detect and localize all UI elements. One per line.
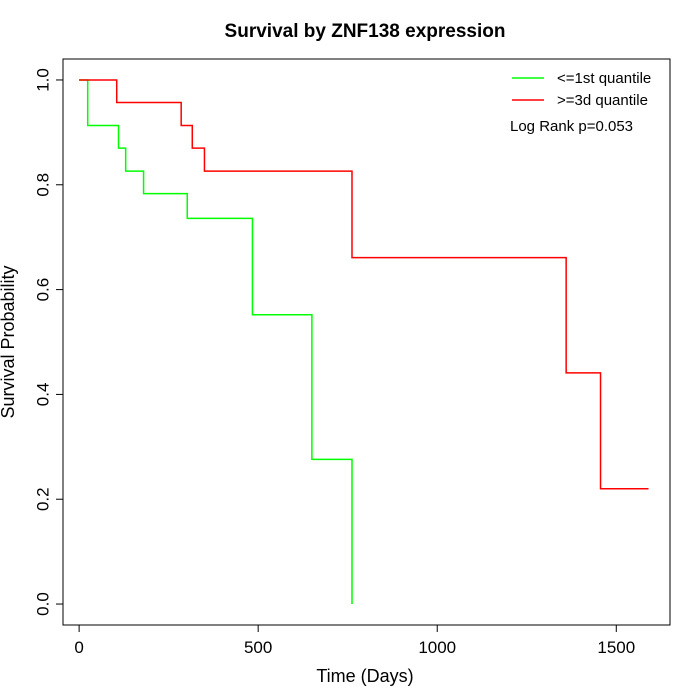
x-axis: 0 500 1000 1500 [74, 624, 635, 657]
y-tick-label: 0.8 [34, 173, 53, 197]
survival-curve-high [79, 79, 649, 490]
legend-label-high: >=3d quantile [557, 92, 648, 109]
y-axis: 0.0 0.2 0.4 0.6 0.8 1.0 [34, 68, 64, 616]
legend: <=1st quantile >=3d quantile [512, 70, 651, 109]
y-tick-label: 0.4 [34, 383, 53, 407]
y-axis-label: Survival Probability [0, 265, 18, 418]
y-tick-label: 0.0 [34, 592, 53, 616]
x-tick-label: 500 [244, 638, 272, 657]
y-tick-label: 0.2 [34, 487, 53, 511]
x-tick-label: 0 [74, 638, 83, 657]
x-axis-label: Time (Days) [316, 666, 413, 686]
survival-curve-low [79, 79, 353, 605]
chart-title: Survival by ZNF138 expression [225, 21, 506, 42]
x-tick-label: 1500 [597, 638, 635, 657]
log-rank-annotation: Log Rank p=0.053 [510, 118, 633, 135]
series-layer [79, 79, 649, 605]
plot-frame [62, 58, 671, 626]
x-tick-label: 1000 [418, 638, 456, 657]
y-tick-label: 0.6 [34, 278, 53, 302]
y-tick-label: 1.0 [34, 68, 53, 92]
legend-label-low: <=1st quantile [557, 70, 651, 87]
